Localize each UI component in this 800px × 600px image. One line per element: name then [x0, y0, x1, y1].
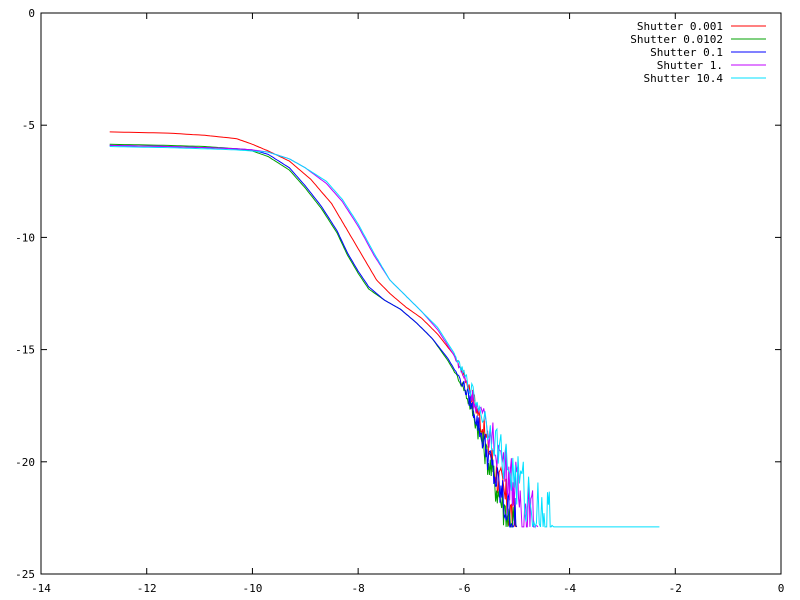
series-line-0: [109, 131, 518, 528]
x-tick-label: -10: [242, 582, 262, 595]
series-line-3: [109, 144, 539, 528]
series-line-1: [109, 143, 518, 528]
x-tick-label: -6: [457, 582, 470, 595]
y-tick-label: -10: [15, 231, 35, 244]
y-tick-label: -5: [22, 119, 35, 132]
y-tick-label: -20: [15, 456, 35, 469]
series-layer: [109, 131, 660, 529]
x-tick-label: -8: [352, 582, 365, 595]
x-tick-label: 0: [778, 582, 785, 595]
x-tick-label: -2: [669, 582, 682, 595]
axis-ticks: -14 -12 -10 -8 -6 -4 -2 00-5-10-15-20-25: [15, 7, 784, 595]
series-line-4: [109, 146, 660, 529]
legend-label: Shutter 10.4: [644, 72, 724, 85]
legend-label: Shutter 1.: [657, 59, 723, 72]
series-line-2: [109, 144, 518, 528]
y-tick-label: -15: [15, 344, 35, 357]
legend-label: Shutter 0.0102: [630, 33, 723, 46]
y-tick-label: -25: [15, 568, 35, 581]
y-tick-label: 0: [28, 7, 35, 20]
x-tick-label: -12: [137, 582, 157, 595]
legend-label: Shutter 0.001: [637, 20, 723, 33]
plot-frame: [40, 12, 782, 575]
x-tick-label: -14: [31, 582, 51, 595]
legend-label: Shutter 0.1: [650, 46, 723, 59]
x-tick-label: -4: [563, 582, 577, 595]
